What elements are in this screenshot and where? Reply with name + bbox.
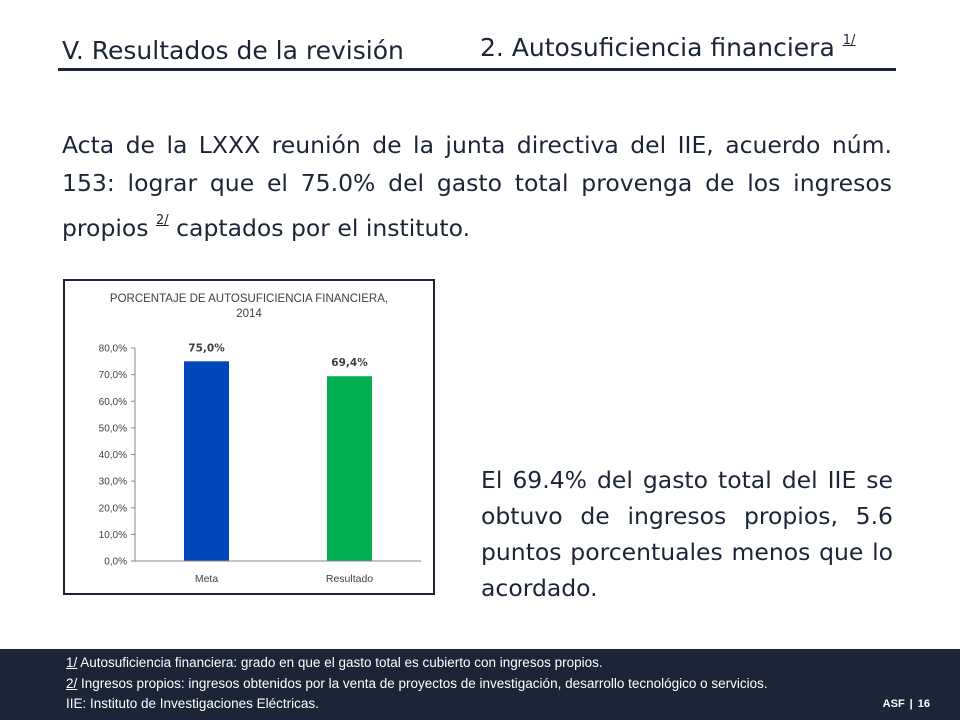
subsection-title: 2. Autosuficiencia financiera 1/: [480, 33, 855, 62]
footnote-3: IIE: Instituto de Investigaciones Eléctr…: [66, 696, 319, 711]
footnote-1-text: Autosuficiencia financiera: grado en que…: [80, 655, 603, 670]
intro-paragraph: Acta de la LXXX reunión de la junta dire…: [62, 126, 892, 247]
tag-separator: |: [909, 698, 913, 710]
page-tag: ASF | 16: [883, 698, 930, 710]
bar-chart: PORCENTAJE DE AUTOSUFICIENCIA FINANCIERA…: [99, 293, 421, 585]
bar: [184, 361, 229, 561]
page-number: 16: [917, 698, 930, 710]
result-paragraph: El 69.4% del gasto total del IIE se obtu…: [481, 466, 893, 602]
subsection-note-mark: 1/: [842, 33, 856, 48]
subsection-title-text: 2. Autosuficiencia financiera: [480, 33, 835, 62]
intro-text: Acta de la LXXX reunión de la junta dire…: [62, 131, 892, 242]
y-axis: 0,0% 10,0% 20,0% 30,0% 40,0% 50,0% 60,0% 70,0% 8…: [99, 344, 136, 568]
footnote-1: 1/ Autosuficiencia financiera: grado en …: [66, 655, 603, 670]
header-divider: [58, 68, 896, 71]
footnotes-bar: 1/ Autosuficiencia financiera: grado en …: [0, 649, 960, 720]
y-tick-label: 0,0%: [104, 557, 127, 568]
footnote-2: 2/ Ingresos propios: ingresos obtenidos …: [66, 676, 768, 691]
intro-text-end: captados por el instituto.: [176, 214, 471, 242]
org-label: ASF: [882, 698, 905, 710]
chart-title-line-1: PORCENTAJE DE AUTOSUFICIENCIA FINANCIERA…: [110, 293, 388, 305]
footnote-2-mark: 2/: [66, 676, 78, 691]
data-label: 75,0%: [188, 342, 225, 354]
x-tick-label: Meta: [195, 573, 219, 585]
y-tick-label: 80,0%: [99, 344, 127, 355]
y-tick-label: 70,0%: [99, 370, 127, 381]
chart-container: PORCENTAJE DE AUTOSUFICIENCIA FINANCIERA…: [63, 279, 435, 595]
bars: 75,0% 69,4%: [184, 342, 372, 561]
y-tick-label: 60,0%: [99, 397, 127, 408]
intro-note-mark: 2/: [156, 213, 169, 228]
section-title: V. Resultados de la revisión: [62, 36, 404, 65]
y-tick-label: 50,0%: [99, 423, 127, 434]
x-tick-label: Resultado: [326, 573, 373, 585]
footnote-1-mark: 1/: [66, 655, 78, 670]
data-label: 69,4%: [331, 357, 368, 369]
x-axis: Meta Resultado: [135, 560, 421, 585]
footnote-2-text: Ingresos propios: ingresos obtenidos por…: [81, 676, 768, 691]
chart-title-line-2: 2014: [236, 308, 262, 320]
y-tick-label: 40,0%: [99, 450, 127, 461]
y-tick-label: 10,0%: [99, 530, 127, 541]
bar: [327, 376, 372, 561]
y-tick-label: 30,0%: [99, 477, 127, 488]
y-tick-label: 20,0%: [99, 503, 127, 514]
footnote-3-text: IIE: Instituto de Investigaciones Eléctr…: [66, 696, 319, 711]
